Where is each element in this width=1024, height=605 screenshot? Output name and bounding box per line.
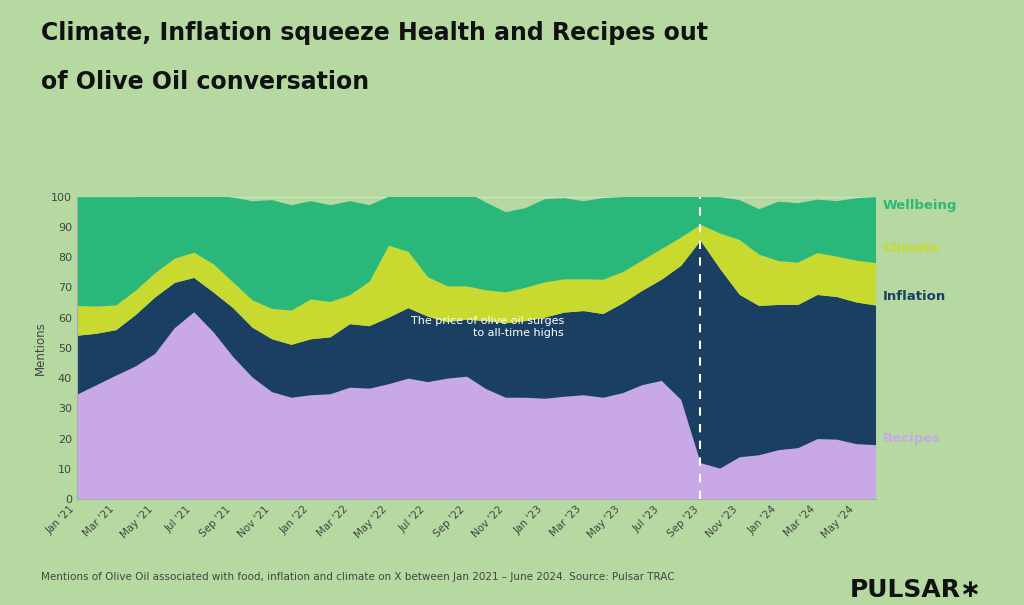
Text: Recipes: Recipes [883, 432, 941, 445]
Text: PULSAR∗: PULSAR∗ [850, 578, 982, 602]
Text: Climate, Inflation squeeze Health and Recipes out: Climate, Inflation squeeze Health and Re… [41, 21, 708, 45]
Text: Wellbeing: Wellbeing [883, 199, 957, 212]
Y-axis label: Mentions: Mentions [34, 321, 47, 374]
Text: Climate: Climate [883, 241, 940, 255]
Text: of Olive Oil conversation: of Olive Oil conversation [41, 70, 369, 94]
Text: Inflation: Inflation [883, 290, 946, 303]
Text: Mentions of Olive Oil associated with food, inflation and climate on X between J: Mentions of Olive Oil associated with fo… [41, 572, 675, 582]
Text: The price of olive oil surges
to all-time highs: The price of olive oil surges to all-tim… [411, 316, 564, 338]
